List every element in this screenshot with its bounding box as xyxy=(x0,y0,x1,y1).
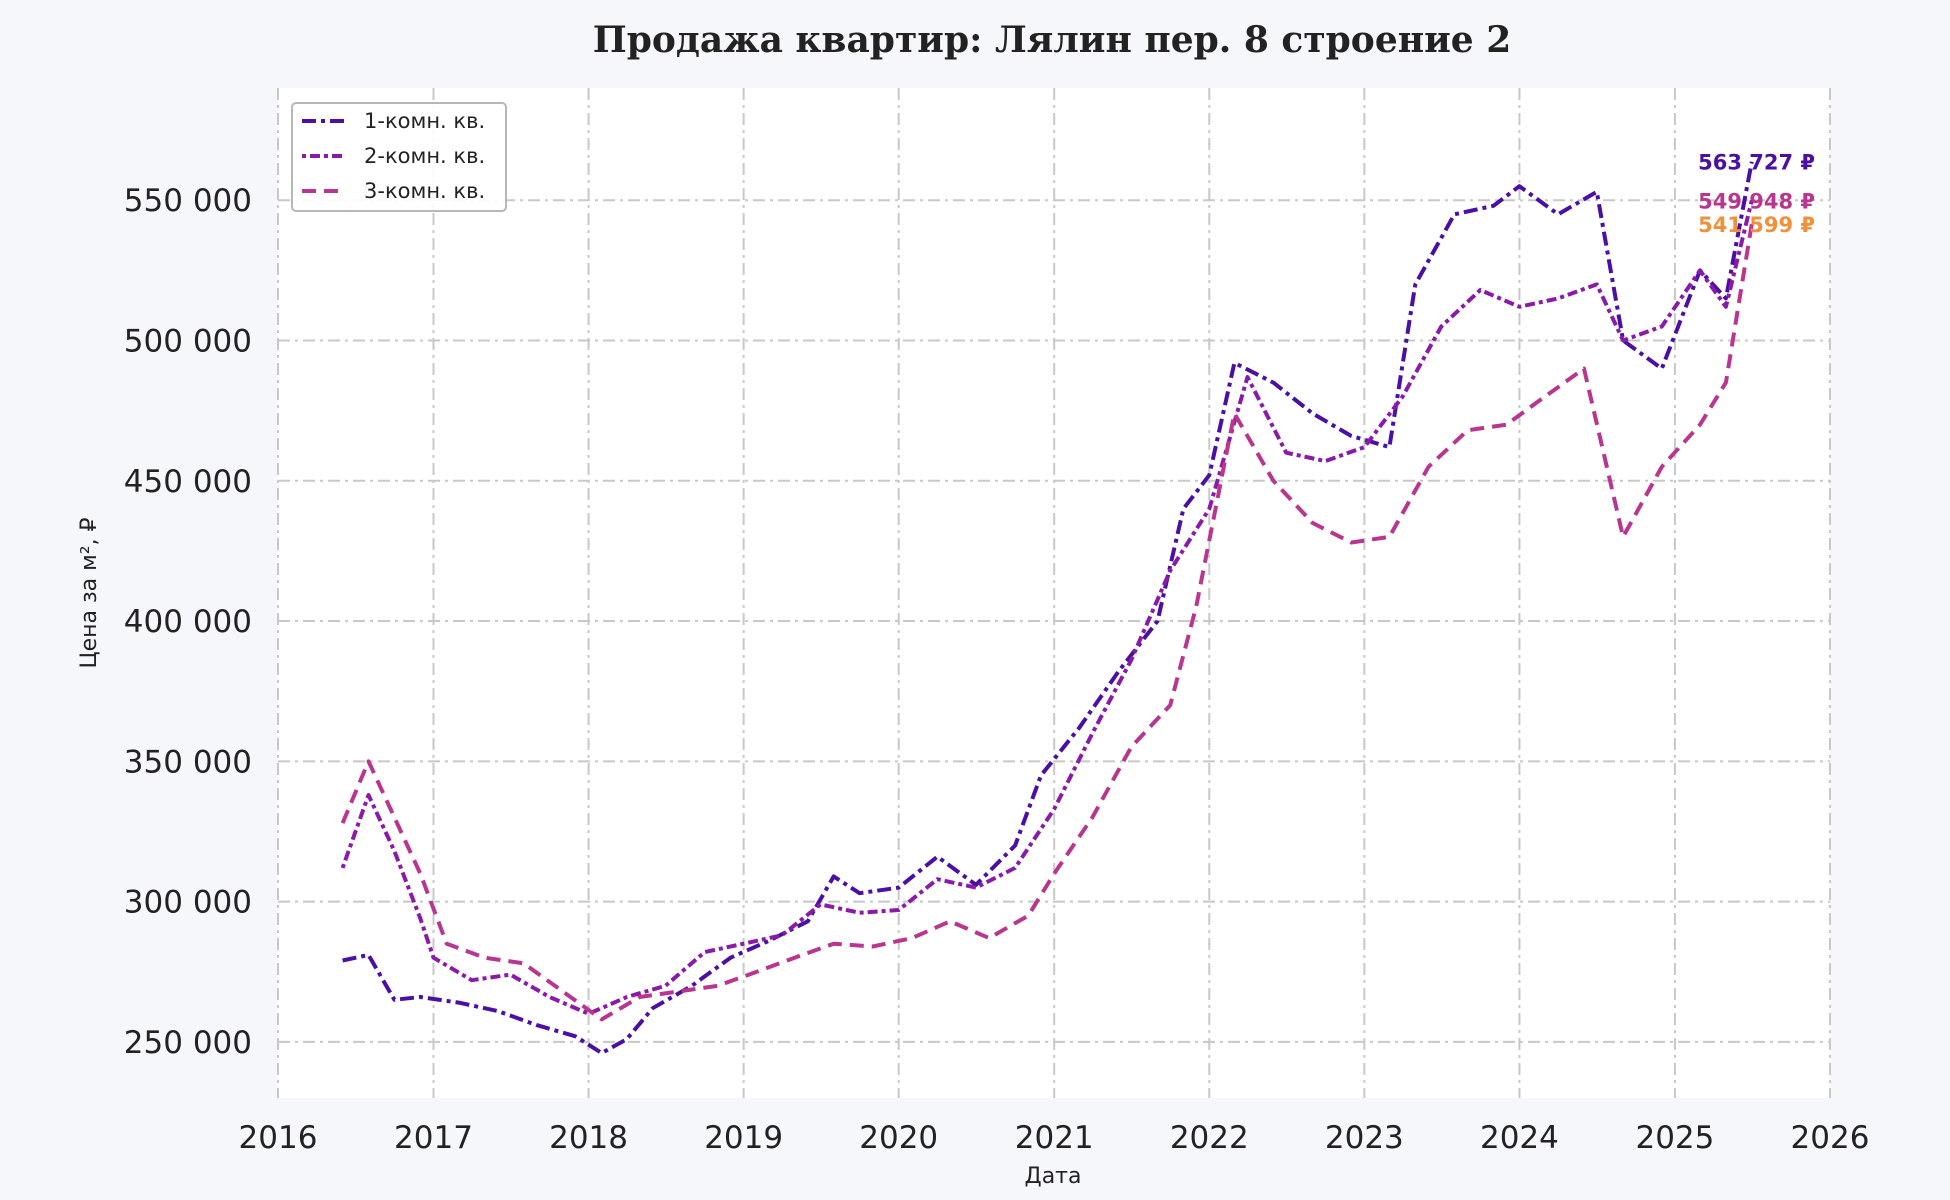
y-tick-label: 350 000 xyxy=(124,744,252,780)
y-tick-label: 400 000 xyxy=(124,604,252,640)
series-line-2 xyxy=(340,199,1754,1016)
y-tick-label: 550 000 xyxy=(124,183,252,219)
legend-label-3: 3-комн. кв. xyxy=(364,179,485,203)
x-tick-label: 2021 xyxy=(1015,1120,1094,1156)
x-tick-label: 2020 xyxy=(859,1120,938,1156)
y-tick-label: 300 000 xyxy=(124,885,252,921)
x-tick-labels: 2016 2017 2018 2019 2020 2021 2022 2023 2024 2025… xyxy=(239,1120,1870,1156)
y-axis-label: Цена за м², ₽ xyxy=(77,517,102,668)
legend-label-1: 1-комн. кв. xyxy=(364,109,485,133)
y-tick-label: 250 000 xyxy=(124,1025,252,1061)
series-layer xyxy=(340,161,1754,1056)
x-tick-label: 2017 xyxy=(394,1120,473,1156)
x-tick-label: 2026 xyxy=(1791,1120,1870,1156)
x-tick-label: 2019 xyxy=(704,1120,783,1156)
x-tick-label: 2016 xyxy=(239,1120,318,1156)
y-tick-labels: 250 000 300 000 350 000 400 000 450 000 500 0… xyxy=(124,183,252,1061)
end-value-label-3: 541 599 ₽ xyxy=(1698,213,1815,237)
legend-box xyxy=(291,102,507,212)
legend: 1-комн. кв. 2-комн. кв. 3-комн. кв. xyxy=(291,102,507,212)
y-tick-label: 450 000 xyxy=(124,464,252,500)
end-value-label-2: 549 948 ₽ xyxy=(1698,189,1815,213)
x-tick-label: 2018 xyxy=(549,1120,628,1156)
x-tick-label: 2022 xyxy=(1170,1120,1249,1156)
y-tick-label: 500 000 xyxy=(124,324,252,360)
chart-title: Продажа квартир: Лялин пер. 8 строение 2 xyxy=(593,19,1512,61)
legend-label-2: 2-комн. кв. xyxy=(364,144,485,168)
series-line-1 xyxy=(342,161,1754,1056)
grid-layer xyxy=(277,88,1831,1098)
end-value-label-1: 563 727 ₽ xyxy=(1698,151,1815,175)
x-tick-label: 2023 xyxy=(1325,1120,1404,1156)
x-axis-label: Дата xyxy=(1025,1164,1082,1189)
legend-items: 1-комн. кв. 2-комн. кв. 3-комн. кв. xyxy=(302,109,485,203)
end-labels: 563 727 ₽ 549 948 ₽541 599 ₽ xyxy=(1698,151,1815,237)
x-tick-label: 2024 xyxy=(1480,1120,1559,1156)
x-tick-label: 2025 xyxy=(1635,1120,1714,1156)
